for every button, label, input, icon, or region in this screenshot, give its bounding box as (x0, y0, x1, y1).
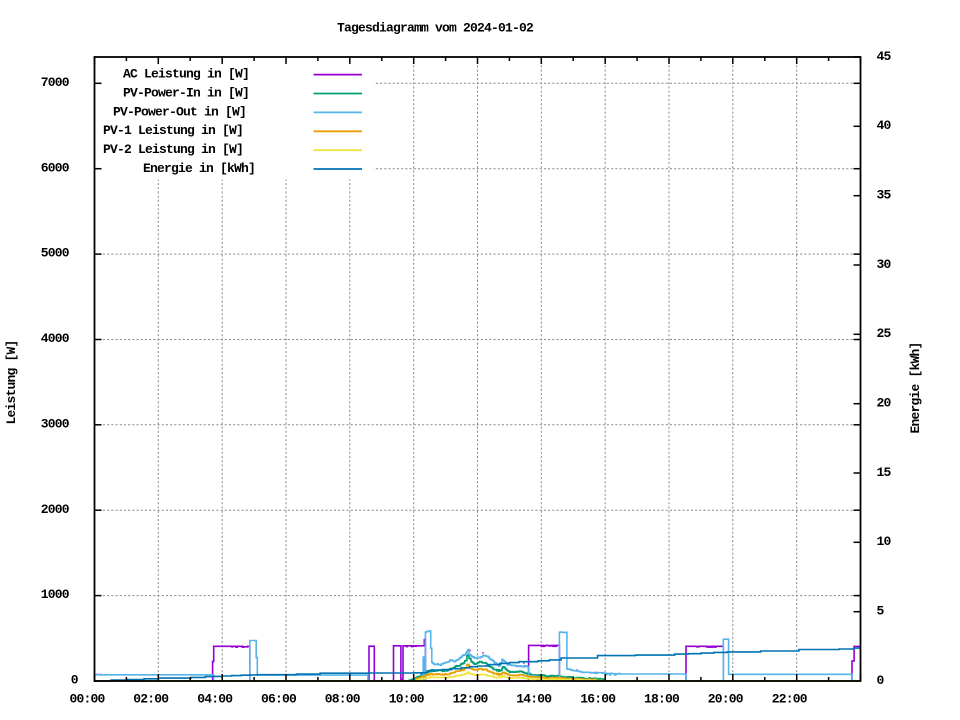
svg-text:25: 25 (877, 326, 892, 341)
svg-text:PV-1 Leistung in [W]: PV-1 Leistung in [W] (103, 123, 243, 138)
svg-text:PV-Power-In in [W]: PV-Power-In in [W] (123, 85, 249, 100)
svg-text:Leistung [W]: Leistung [W] (4, 340, 19, 424)
svg-text:5: 5 (877, 604, 885, 619)
svg-text:AC Leistung in [W]: AC Leistung in [W] (123, 67, 249, 82)
svg-text:PV-2 Leistung in [W]: PV-2 Leistung in [W] (103, 142, 243, 157)
svg-text:16:00: 16:00 (580, 691, 616, 706)
svg-text:4000: 4000 (41, 331, 70, 346)
svg-text:1000: 1000 (41, 587, 70, 602)
svg-text:0: 0 (71, 673, 79, 688)
svg-text:20:00: 20:00 (708, 691, 744, 706)
svg-text:04:00: 04:00 (197, 691, 233, 706)
svg-text:Tagesdiagramm vom 2024-01-02: Tagesdiagramm vom 2024-01-02 (337, 21, 534, 36)
svg-text:6000: 6000 (41, 160, 70, 175)
svg-text:20: 20 (877, 396, 892, 411)
svg-text:10:00: 10:00 (389, 691, 425, 706)
svg-text:15: 15 (877, 465, 892, 480)
svg-text:PV-Power-Out in [W]: PV-Power-Out in [W] (113, 104, 246, 119)
svg-text:Energie [kWh]: Energie [kWh] (908, 342, 923, 433)
svg-text:2000: 2000 (41, 502, 70, 517)
svg-text:02:00: 02:00 (133, 691, 169, 706)
svg-text:12:00: 12:00 (453, 691, 489, 706)
svg-text:Energie in [kWh]: Energie in [kWh] (143, 161, 255, 176)
svg-text:10: 10 (877, 534, 892, 549)
svg-text:30: 30 (877, 257, 892, 272)
svg-text:22:00: 22:00 (772, 691, 808, 706)
svg-text:08:00: 08:00 (325, 691, 361, 706)
svg-text:06:00: 06:00 (261, 691, 297, 706)
svg-text:40: 40 (877, 118, 892, 133)
svg-text:35: 35 (877, 188, 892, 203)
svg-text:14:00: 14:00 (516, 691, 552, 706)
svg-text:3000: 3000 (41, 416, 70, 431)
svg-text:00:00: 00:00 (70, 691, 106, 706)
svg-text:5000: 5000 (41, 246, 70, 261)
svg-text:7000: 7000 (41, 75, 70, 90)
svg-text:45: 45 (877, 49, 892, 64)
svg-text:18:00: 18:00 (644, 691, 680, 706)
svg-text:0: 0 (877, 673, 885, 688)
